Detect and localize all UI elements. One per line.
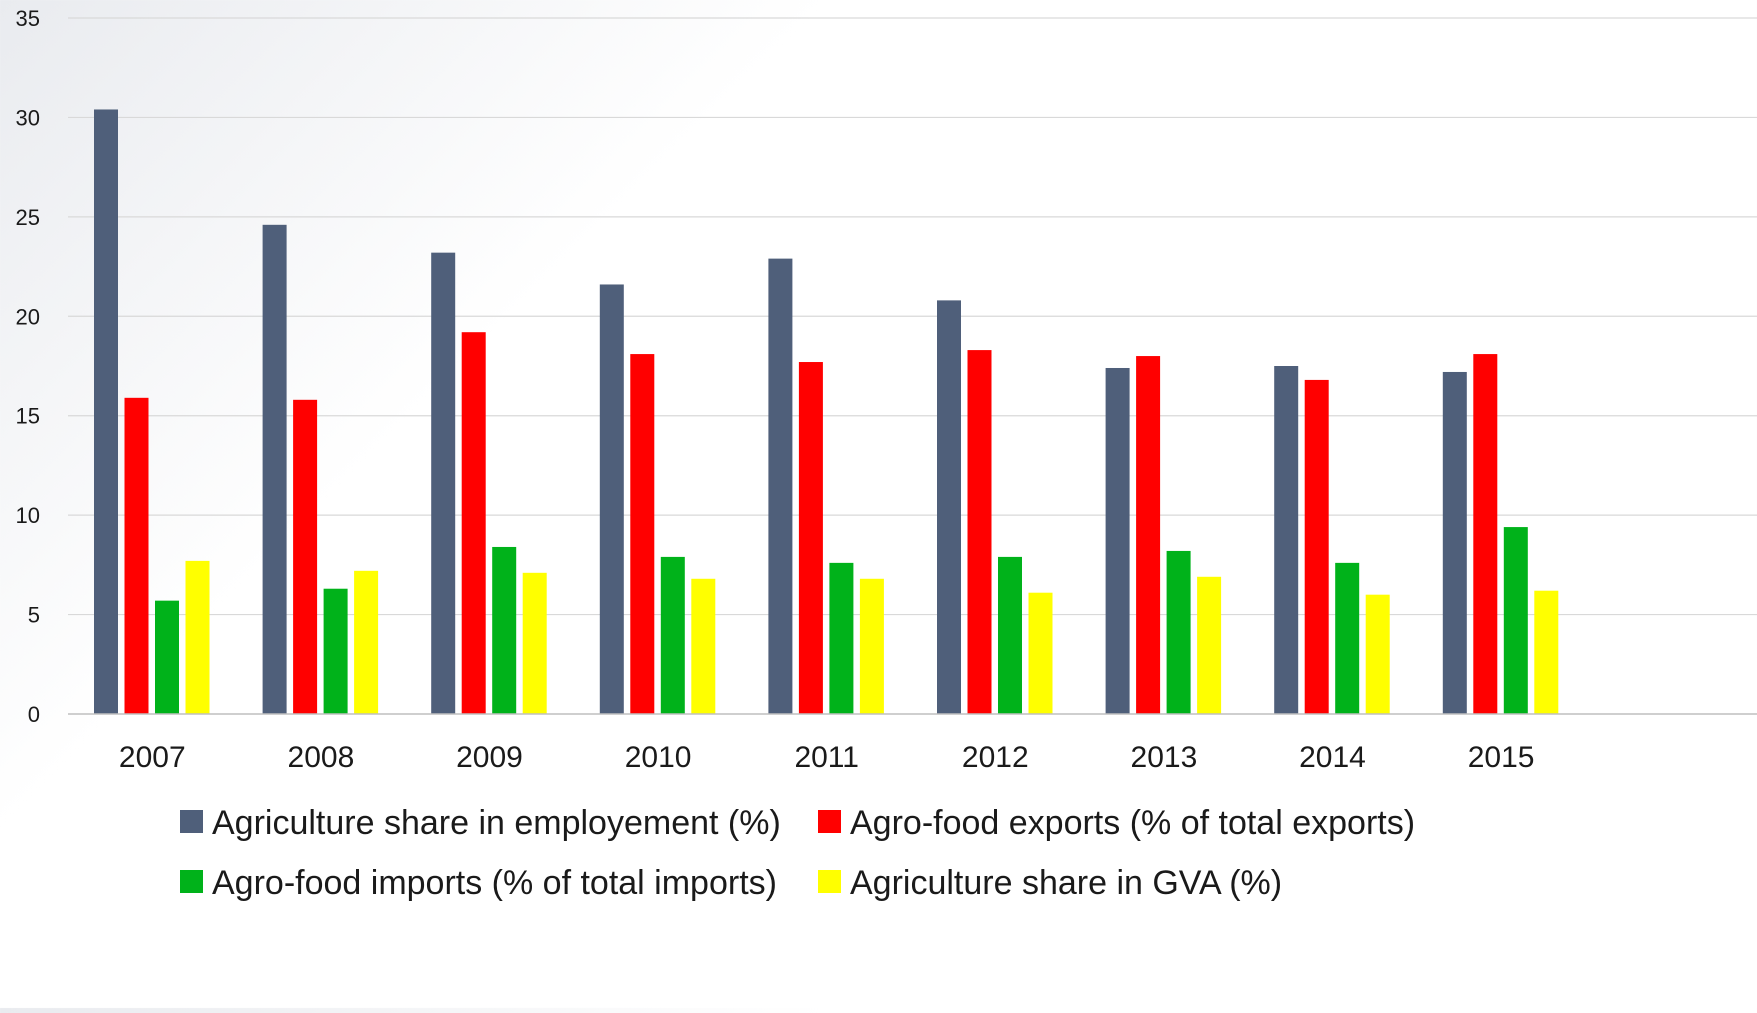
bar-agriculture-share-in-gva-2007 bbox=[185, 560, 210, 714]
y-tick-label: 20 bbox=[16, 304, 40, 329]
bars bbox=[94, 109, 1559, 714]
bar-agriculture-share-in-employement-2007 bbox=[94, 109, 118, 714]
bar-agriculture-share-in-employement-2008 bbox=[262, 224, 287, 714]
bar-agro-food-exports-of-total-exports-2012 bbox=[967, 350, 992, 714]
x-tick-label: 2013 bbox=[1131, 741, 1198, 774]
bar-agriculture-share-in-gva-2014 bbox=[1365, 594, 1390, 714]
legend-label: Agro-food exports (% of total exports) bbox=[850, 804, 1415, 842]
bar-agriculture-share-in-employement-2014 bbox=[1274, 366, 1299, 714]
bar-agro-food-exports-of-total-exports-2007 bbox=[124, 397, 149, 714]
legend-swatch bbox=[818, 810, 841, 833]
x-tick-label: 2007 bbox=[119, 741, 186, 774]
legend-label: Agro-food imports (% of total imports) bbox=[212, 864, 777, 902]
y-tick-label: 30 bbox=[16, 105, 40, 130]
bar-agro-food-exports-of-total-exports-2014 bbox=[1304, 379, 1329, 714]
bar-agriculture-share-in-gva-2015 bbox=[1534, 590, 1559, 714]
x-tick-label: 2009 bbox=[456, 741, 523, 774]
bar-agriculture-share-in-gva-2013 bbox=[1197, 576, 1222, 714]
bar-agriculture-share-in-gva-2012 bbox=[1028, 592, 1053, 714]
legend-label: Agriculture share in GVA (%) bbox=[850, 864, 1282, 902]
bar-agro-food-imports-of-total-imports-2007 bbox=[155, 600, 179, 714]
y-tick-label: 0 bbox=[28, 702, 40, 727]
bar-agro-food-imports-of-total-imports-2015 bbox=[1503, 527, 1528, 714]
legend-swatch bbox=[180, 870, 203, 893]
bar-agro-food-exports-of-total-exports-2015 bbox=[1473, 354, 1498, 714]
legend-label: Agriculture share in employement (%) bbox=[212, 804, 781, 842]
bar-agro-food-imports-of-total-imports-2013 bbox=[1166, 550, 1191, 714]
bar-agriculture-share-in-employement-2013 bbox=[1105, 367, 1130, 714]
x-tick-label: 2010 bbox=[625, 741, 692, 774]
x-tick-label: 2008 bbox=[288, 741, 355, 774]
bar-agro-food-imports-of-total-imports-2012 bbox=[998, 556, 1022, 714]
bar-agro-food-imports-of-total-imports-2009 bbox=[492, 546, 517, 714]
bar-agro-food-exports-of-total-exports-2009 bbox=[461, 332, 486, 714]
bar-agro-food-imports-of-total-imports-2014 bbox=[1335, 562, 1360, 714]
y-tick-label: 15 bbox=[16, 404, 40, 429]
bar-agriculture-share-in-employement-2015 bbox=[1442, 371, 1467, 714]
bar-agriculture-share-in-employement-2010 bbox=[599, 284, 624, 714]
legend-swatch bbox=[180, 810, 203, 833]
bar-agriculture-share-in-employement-2012 bbox=[937, 300, 961, 714]
bar-agro-food-exports-of-total-exports-2013 bbox=[1136, 356, 1161, 714]
x-tick-label: 2011 bbox=[794, 741, 859, 774]
legend: Agriculture share in employement (%) Agro… bbox=[180, 804, 1415, 902]
bar-agriculture-share-in-gva-2010 bbox=[691, 578, 716, 714]
y-tick-label: 5 bbox=[28, 603, 40, 628]
y-axis-ticks: 0 5 10 15 20 25 30 35 bbox=[16, 6, 40, 727]
legend-swatch bbox=[818, 870, 841, 893]
legend-item: Agriculture share in employement (%) bbox=[180, 804, 781, 842]
bar-agro-food-exports-of-total-exports-2011 bbox=[798, 362, 823, 714]
x-tick-label: 2015 bbox=[1468, 741, 1535, 774]
bar-agro-food-exports-of-total-exports-2010 bbox=[630, 354, 655, 714]
x-tick-label: 2012 bbox=[962, 741, 1029, 774]
bar-agro-food-exports-of-total-exports-2008 bbox=[293, 399, 318, 714]
legend-item: Agriculture share in GVA (%) bbox=[818, 864, 1282, 902]
bar-agro-food-imports-of-total-imports-2008 bbox=[323, 588, 348, 714]
bar-agriculture-share-in-gva-2011 bbox=[859, 578, 884, 714]
y-tick-label: 35 bbox=[16, 6, 40, 31]
x-tick-label: 2014 bbox=[1299, 741, 1366, 774]
gridlines bbox=[68, 17, 1757, 616]
bar-agro-food-imports-of-total-imports-2011 bbox=[829, 562, 854, 714]
legend-item: Agro-food exports (% of total exports) bbox=[818, 804, 1415, 842]
bar-agriculture-share-in-gva-2009 bbox=[522, 572, 547, 714]
y-tick-label: 10 bbox=[16, 503, 40, 528]
bar-agriculture-share-in-employement-2011 bbox=[768, 258, 793, 714]
bar-agriculture-share-in-gva-2008 bbox=[354, 570, 379, 714]
bar-agriculture-share-in-employement-2009 bbox=[431, 252, 456, 714]
y-tick-label: 25 bbox=[16, 205, 40, 230]
bar-agro-food-imports-of-total-imports-2010 bbox=[660, 556, 685, 714]
legend-item: Agro-food imports (% of total imports) bbox=[180, 864, 777, 902]
x-axis-ticks: 2007 2008 2009 2010 2011 2012 2013 2014 2015 bbox=[119, 741, 1535, 774]
